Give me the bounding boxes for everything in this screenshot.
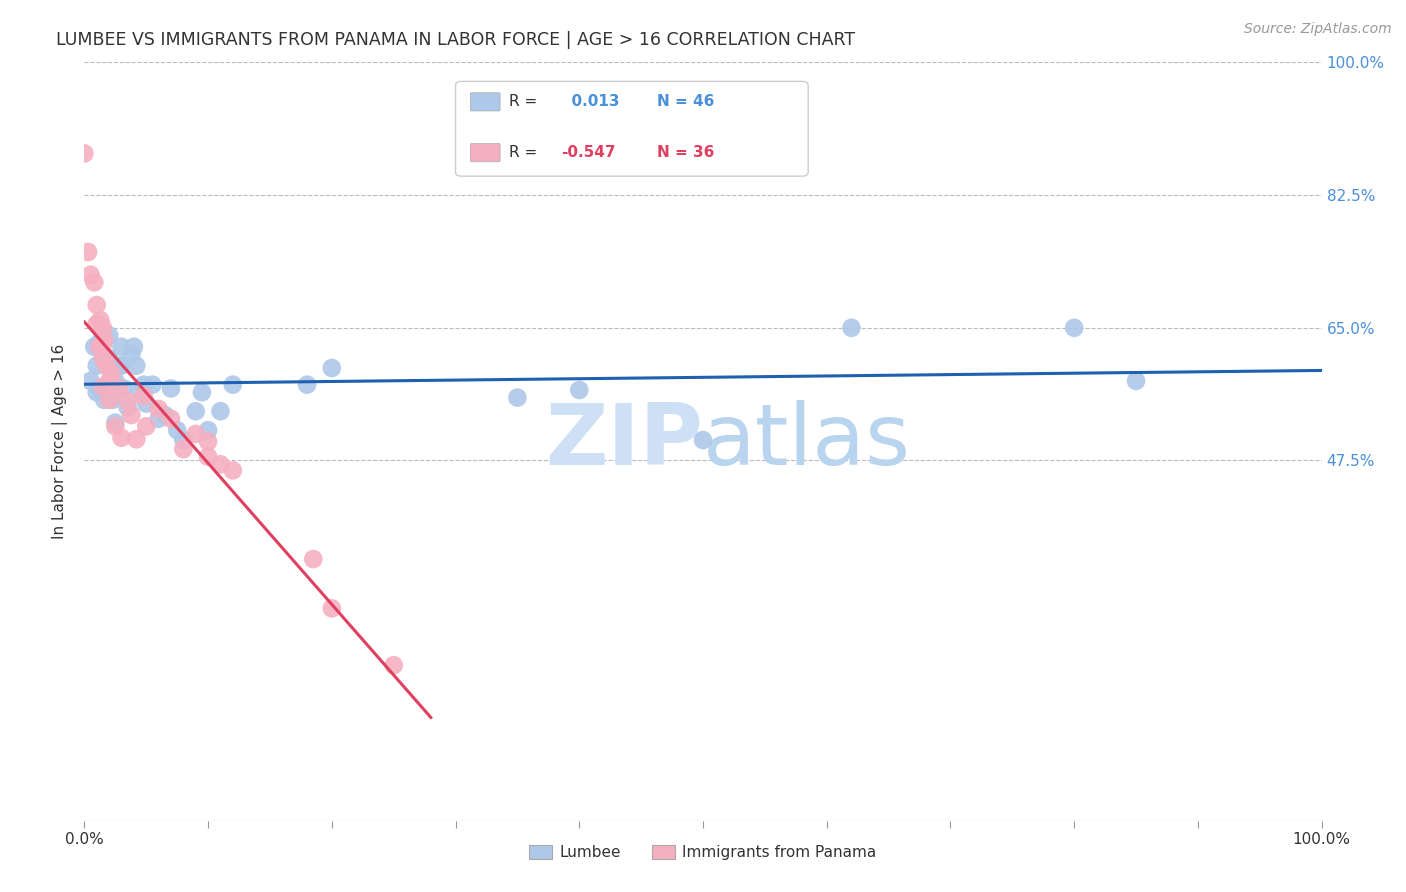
Point bbox=[98, 392, 121, 407]
Point bbox=[166, 423, 188, 437]
Point bbox=[79, 374, 101, 388]
Point bbox=[89, 382, 111, 396]
Point bbox=[91, 328, 114, 343]
Point bbox=[302, 552, 325, 566]
Point bbox=[91, 337, 114, 351]
Point bbox=[112, 382, 135, 396]
Point bbox=[148, 412, 170, 426]
Point bbox=[841, 320, 863, 334]
Point bbox=[91, 320, 114, 334]
Point bbox=[110, 359, 132, 373]
Point bbox=[98, 328, 121, 343]
Point bbox=[135, 396, 157, 410]
Point bbox=[83, 340, 105, 354]
Point bbox=[153, 408, 176, 422]
Text: N = 46: N = 46 bbox=[657, 95, 714, 110]
Text: ZIP: ZIP bbox=[546, 400, 703, 483]
Point bbox=[321, 361, 343, 376]
Point bbox=[122, 340, 145, 354]
Point bbox=[98, 374, 121, 388]
Point bbox=[120, 347, 142, 361]
Point bbox=[98, 351, 121, 366]
Text: R =: R = bbox=[509, 145, 541, 161]
FancyBboxPatch shape bbox=[456, 81, 808, 177]
Point bbox=[184, 427, 207, 442]
Point bbox=[104, 419, 127, 434]
Point bbox=[86, 385, 108, 400]
Point bbox=[104, 374, 127, 388]
Point bbox=[222, 463, 245, 477]
Point bbox=[197, 423, 219, 437]
Point bbox=[83, 275, 105, 289]
Text: 0.013: 0.013 bbox=[561, 95, 619, 110]
Point bbox=[91, 347, 114, 361]
Text: R =: R = bbox=[509, 95, 541, 110]
Point bbox=[117, 401, 139, 415]
Point bbox=[568, 383, 591, 397]
Point bbox=[1125, 374, 1147, 388]
Point bbox=[692, 433, 714, 447]
Point bbox=[184, 404, 207, 418]
Point bbox=[1063, 320, 1085, 334]
Text: N = 36: N = 36 bbox=[657, 145, 714, 161]
Point bbox=[96, 359, 118, 373]
Point bbox=[110, 431, 132, 445]
Point bbox=[222, 377, 245, 392]
Point bbox=[160, 412, 183, 426]
Point bbox=[141, 377, 163, 392]
Point bbox=[108, 359, 131, 373]
Point bbox=[96, 359, 118, 373]
Point bbox=[132, 389, 155, 403]
Point bbox=[129, 385, 152, 400]
Point bbox=[86, 359, 108, 373]
Point bbox=[89, 335, 111, 350]
Point bbox=[108, 382, 131, 396]
Point bbox=[91, 351, 114, 366]
Point bbox=[86, 317, 108, 331]
Point bbox=[295, 377, 318, 392]
Point bbox=[91, 380, 114, 394]
Point bbox=[125, 432, 148, 446]
Point bbox=[93, 392, 115, 407]
Point bbox=[101, 392, 124, 407]
Point bbox=[209, 458, 232, 472]
Point bbox=[209, 404, 232, 418]
Point bbox=[79, 268, 101, 282]
Point bbox=[172, 433, 194, 447]
Point bbox=[382, 658, 405, 673]
Point bbox=[93, 332, 115, 346]
Point bbox=[148, 401, 170, 416]
Point bbox=[132, 377, 155, 392]
Legend: Lumbee, Immigrants from Panama: Lumbee, Immigrants from Panama bbox=[523, 838, 883, 866]
Point bbox=[160, 382, 183, 396]
Point bbox=[110, 340, 132, 354]
Point bbox=[104, 416, 127, 430]
Point bbox=[77, 244, 100, 259]
Point bbox=[89, 340, 111, 354]
Point bbox=[135, 419, 157, 434]
Text: atlas: atlas bbox=[703, 400, 911, 483]
Point bbox=[117, 394, 139, 409]
Point bbox=[321, 601, 343, 615]
Point bbox=[197, 434, 219, 449]
Point bbox=[191, 385, 214, 400]
Point bbox=[73, 146, 96, 161]
Point bbox=[506, 391, 529, 405]
Point bbox=[120, 408, 142, 422]
Text: -0.547: -0.547 bbox=[561, 145, 616, 161]
Text: LUMBEE VS IMMIGRANTS FROM PANAMA IN LABOR FORCE | AGE > 16 CORRELATION CHART: LUMBEE VS IMMIGRANTS FROM PANAMA IN LABO… bbox=[56, 31, 855, 49]
FancyBboxPatch shape bbox=[471, 93, 501, 111]
Point bbox=[89, 313, 111, 327]
Point bbox=[125, 359, 148, 373]
Text: Source: ZipAtlas.com: Source: ZipAtlas.com bbox=[1244, 22, 1392, 37]
Y-axis label: In Labor Force | Age > 16: In Labor Force | Age > 16 bbox=[52, 344, 69, 539]
Point bbox=[100, 366, 122, 380]
Point bbox=[86, 298, 108, 312]
Point bbox=[172, 442, 194, 457]
Point bbox=[197, 450, 219, 464]
FancyBboxPatch shape bbox=[471, 144, 501, 161]
Point bbox=[100, 377, 122, 392]
